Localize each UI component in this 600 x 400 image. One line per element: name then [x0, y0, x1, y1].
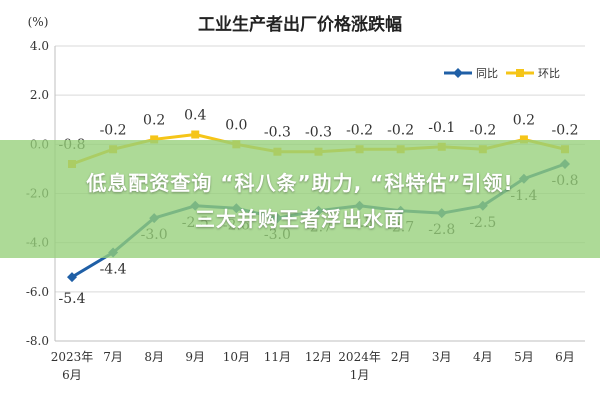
x-tick-label: 8月	[144, 350, 164, 364]
x-tick-label: 12月	[305, 350, 332, 364]
x-tick-label: 11月	[264, 350, 291, 364]
x-tick-label: 2月	[391, 350, 411, 364]
legend-label-mom: 环比	[538, 67, 560, 80]
data-label-mom: -0.3	[264, 125, 291, 141]
data-label-mom: 0.0	[225, 117, 247, 133]
legend-marker-yoy	[453, 68, 463, 78]
data-label-yoy: -5.4	[59, 291, 86, 307]
data-point-yoy	[67, 272, 77, 283]
headline-banner[interactable]	[0, 140, 600, 258]
x-tick-label: 7月	[103, 350, 123, 364]
x-tick-label: 5月	[514, 350, 534, 364]
x-tick-label: 6月	[555, 350, 575, 364]
data-label-mom: -0.2	[346, 122, 373, 138]
legend-label-yoy: 同比	[476, 67, 498, 80]
legend-marker-mom	[516, 69, 524, 77]
data-label-mom: -0.2	[387, 122, 414, 138]
data-label-mom: 0.2	[143, 112, 165, 128]
data-label-mom: 0.4	[184, 108, 206, 124]
chart-title: 工业生产者出厂价格涨跌幅	[198, 14, 402, 35]
data-label-mom: -0.2	[469, 122, 496, 138]
y-axis-unit: (%)	[28, 15, 49, 29]
y-tick-label: -6.0	[26, 285, 49, 299]
x-tick-label: 10月	[223, 350, 250, 364]
x-tick-label: 2024年	[338, 350, 381, 364]
headline-line-2[interactable]: 三大并购王者浮出水面	[195, 207, 405, 231]
x-tick-label: 4月	[473, 350, 493, 364]
data-label-mom: 0.2	[513, 112, 535, 128]
x-tick-label: 9月	[185, 350, 205, 364]
data-label-yoy: -4.4	[100, 262, 127, 278]
data-label-mom: -0.2	[552, 122, 579, 138]
headline-line-1[interactable]: 低息配资查询 “科八条”助力, “科特估”引领!	[86, 171, 514, 195]
data-label-mom: -0.3	[305, 125, 332, 141]
data-point-mom	[191, 130, 200, 139]
x-tick-label: 6月	[62, 368, 82, 382]
data-point-mom	[519, 135, 528, 144]
x-tick-label: 2023年	[51, 350, 94, 364]
y-tick-label: 4.0	[30, 39, 49, 53]
x-tick-label: 1月	[350, 368, 370, 382]
data-label-mom: -0.2	[100, 122, 127, 138]
x-tick-label: 3月	[432, 350, 452, 364]
y-tick-label: -8.0	[26, 334, 49, 348]
data-label-mom: -0.1	[428, 120, 455, 136]
y-tick-label: 2.0	[30, 88, 49, 102]
data-point-mom	[150, 135, 159, 144]
legend: 同比 环比	[444, 67, 560, 80]
